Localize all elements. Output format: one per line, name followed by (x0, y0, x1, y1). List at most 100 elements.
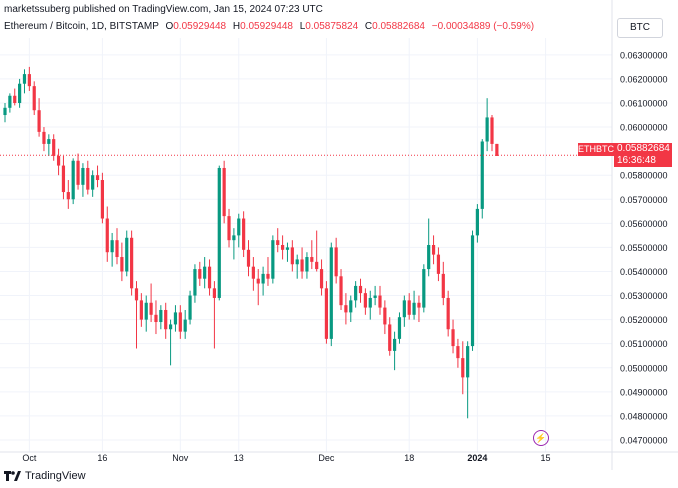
price-tick-label: 0.05800000 (620, 171, 668, 181)
candle (271, 235, 275, 284)
candle (485, 98, 489, 152)
price-tick-label: 0.05400000 (620, 267, 668, 277)
candle-body (373, 295, 377, 298)
candle (397, 312, 402, 344)
price-tick-label: 0.05500000 (620, 243, 668, 253)
candle-body (61, 165, 66, 193)
price-tick-label: 0.05000000 (620, 363, 668, 373)
candle-body (193, 269, 197, 296)
time-tick-label: 18 (404, 453, 414, 463)
candle-body (203, 266, 207, 279)
candle-body (3, 107, 7, 116)
candle (290, 240, 294, 272)
candle-body (402, 300, 406, 318)
candle-body (300, 259, 304, 272)
candle (358, 278, 363, 303)
candle-body (66, 192, 70, 200)
time-tick-label: 2024 (467, 453, 487, 463)
candle (86, 160, 90, 195)
candle-body (422, 269, 426, 308)
candle-body (280, 245, 285, 250)
candle-body (261, 273, 265, 284)
candle-body (344, 305, 348, 313)
candle (71, 158, 75, 205)
candle (412, 290, 416, 320)
tradingview-logo[interactable]: TradingView (4, 470, 86, 482)
candle (130, 230, 134, 296)
candle (100, 172, 104, 224)
price-tick-label: 0.04900000 (620, 387, 668, 397)
candle-body (456, 346, 460, 359)
candle (407, 293, 411, 320)
candle-body (32, 86, 36, 111)
candle-body (407, 300, 411, 315)
candle (373, 285, 377, 306)
candle (188, 290, 192, 325)
candle-body (110, 240, 114, 253)
candle (8, 93, 12, 113)
candle (22, 69, 27, 94)
time-tick-label: Oct (22, 453, 37, 463)
candle-body (339, 276, 343, 306)
candle (456, 338, 460, 368)
candle (344, 293, 348, 325)
candle-body (105, 218, 109, 253)
chart-header: marketssuberg published on TradingView.c… (0, 0, 678, 38)
candle (339, 269, 343, 310)
candle-body (232, 235, 236, 241)
candle-body (242, 218, 246, 250)
candle-body (173, 312, 178, 325)
candle-body (256, 278, 260, 284)
symbol-legend[interactable]: Ethereum / Bitcoin, 1D, BITSTAMP O0.0592… (4, 21, 534, 32)
candle (246, 240, 251, 277)
candle-body (358, 285, 363, 294)
candle (451, 319, 455, 354)
candle-body (251, 266, 255, 279)
candle-body (120, 257, 124, 272)
candle-body (466, 346, 470, 378)
candle (18, 78, 22, 108)
currency-button[interactable]: BTC (617, 18, 663, 38)
candle (27, 66, 31, 91)
candle-body (154, 314, 158, 323)
candle (280, 235, 285, 260)
candle-body (42, 131, 46, 144)
symbol-name[interactable]: Ethereum / Bitcoin, 1D, BITSTAMP (4, 21, 159, 32)
candle (475, 204, 479, 243)
candle-body (354, 285, 358, 301)
candle-body (324, 288, 329, 339)
candle (237, 213, 241, 248)
candle (105, 206, 109, 262)
candle-body (22, 74, 27, 84)
candle-body (8, 95, 12, 108)
candle-body (159, 309, 163, 323)
candle-body (412, 302, 416, 315)
candle (256, 269, 260, 306)
candle-body (246, 249, 251, 267)
candle (76, 153, 80, 190)
candle-body (91, 175, 95, 190)
candle-body (144, 302, 148, 320)
candle (3, 102, 7, 123)
candle-body (86, 167, 90, 190)
candle (329, 242, 333, 347)
candle-body (427, 245, 431, 270)
candle (495, 143, 499, 156)
price-tick-label: 0.05600000 (620, 219, 668, 229)
candle-body (319, 269, 324, 289)
lightning-icon[interactable]: ⚡ (533, 430, 549, 446)
candle-body (446, 297, 450, 330)
candle-body (237, 218, 241, 236)
candle (110, 232, 114, 267)
candle-body (217, 167, 221, 298)
time-tick-label: 15 (541, 453, 551, 463)
candle (285, 242, 290, 262)
candle (47, 134, 51, 156)
candle (115, 228, 119, 265)
candle (193, 264, 197, 303)
candle (198, 261, 202, 286)
candle-body (388, 324, 392, 351)
candle-body (125, 237, 129, 272)
candle (222, 160, 226, 224)
